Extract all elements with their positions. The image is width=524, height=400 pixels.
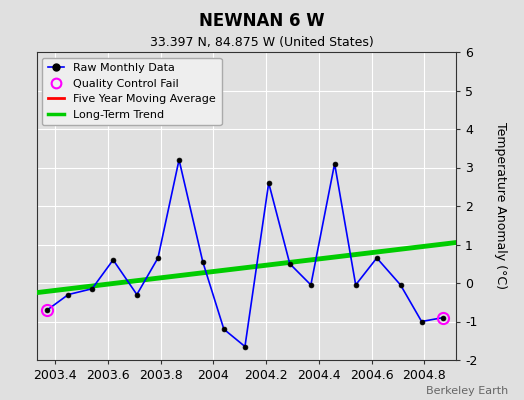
Text: 33.397 N, 84.875 W (United States): 33.397 N, 84.875 W (United States) [150,36,374,49]
Y-axis label: Temperature Anomaly (°C): Temperature Anomaly (°C) [494,122,507,290]
Text: Berkeley Earth: Berkeley Earth [426,386,508,396]
Text: NEWNAN 6 W: NEWNAN 6 W [199,12,325,30]
Legend: Raw Monthly Data, Quality Control Fail, Five Year Moving Average, Long-Term Tren: Raw Monthly Data, Quality Control Fail, … [42,58,222,125]
